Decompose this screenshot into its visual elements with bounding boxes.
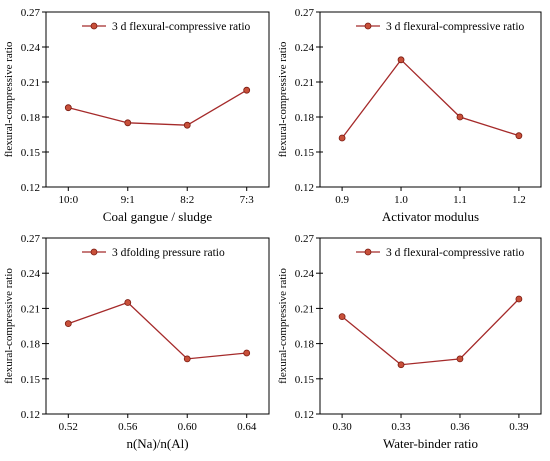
y-tick-label: 0.18 xyxy=(295,339,315,351)
x-tick-label: 9:1 xyxy=(121,194,135,206)
y-axis-label: flexural-compressive ratio xyxy=(277,268,289,384)
y-tick-label: 0.27 xyxy=(21,7,41,19)
data-point xyxy=(183,121,191,129)
plot-frame xyxy=(319,11,542,188)
y-tick-label: 0.15 xyxy=(21,147,41,159)
data-point xyxy=(338,313,346,321)
x-tick-label: 1.2 xyxy=(512,194,526,206)
y-tick-label: 0.12 xyxy=(295,409,314,421)
series-line xyxy=(341,298,520,366)
y-tick-label: 0.24 xyxy=(295,42,315,54)
plot-frame xyxy=(45,237,270,415)
legend-label: 3 d flexural-compressive ratio xyxy=(386,21,525,33)
y-tick-label: 0.27 xyxy=(295,233,315,245)
series-line xyxy=(68,89,248,126)
legend-label: 3 dfolding pressure ratio xyxy=(112,247,225,259)
data-point xyxy=(397,361,405,369)
data-point xyxy=(338,134,346,142)
x-tick-label: 0.56 xyxy=(118,421,138,433)
y-tick-label: 0.21 xyxy=(21,77,40,89)
data-point xyxy=(183,355,191,363)
plot-frame xyxy=(45,11,270,188)
data-point xyxy=(124,119,132,127)
chart-panel-water-binder: 0.12 0.15 0.18 0.21 0.24 0.27 0.30 0.33 0.36 0.39… xyxy=(277,233,542,451)
y-axis-label: flexural-compressive ratio xyxy=(3,41,15,157)
y-tick-label: 0.12 xyxy=(295,182,314,194)
chart-panel-na-al-ratio: 0.12 0.15 0.18 0.21 0.24 0.27 0.52 0.56 0.60 0.64… xyxy=(3,233,270,451)
y-tick-label: 0.24 xyxy=(295,268,315,280)
y-tick-label: 0.12 xyxy=(21,182,40,194)
data-point xyxy=(456,113,464,121)
x-tick-label: 0.52 xyxy=(59,421,78,433)
x-tick-label: 8:2 xyxy=(180,194,194,206)
data-point xyxy=(243,86,251,94)
data-point xyxy=(515,132,523,140)
y-tick-label: 0.21 xyxy=(295,77,314,89)
series-line xyxy=(68,301,247,360)
chart-panel-coal-gangue: 0.12 0.15 0.18 0.21 0.24 0.27 10:0 9:1 8:2 7:3 Coa… xyxy=(3,7,270,224)
y-tick-label: 0.27 xyxy=(21,233,41,245)
x-tick-label: 10:0 xyxy=(59,194,79,206)
y-tick-label: 0.15 xyxy=(295,374,315,386)
data-point xyxy=(124,299,132,306)
data-point xyxy=(64,320,72,328)
x-axis-label: n(Na)/n(Al) xyxy=(126,436,188,451)
y-tick-label: 0.18 xyxy=(21,339,41,351)
y-tick-label: 0.27 xyxy=(295,7,315,19)
y-tick-label: 0.18 xyxy=(295,112,315,124)
y-tick-label: 0.15 xyxy=(295,147,315,159)
x-tick-label: 0.30 xyxy=(332,421,352,433)
legend-marker xyxy=(364,22,372,30)
data-point xyxy=(64,104,72,112)
x-tick-label: 0.60 xyxy=(178,421,198,433)
y-axis-label: flexural-compressive ratio xyxy=(3,268,15,384)
data-point xyxy=(243,349,251,357)
data-point xyxy=(515,295,523,303)
y-tick-label: 0.21 xyxy=(21,303,40,315)
legend-marker xyxy=(90,22,98,30)
data-point xyxy=(397,56,405,64)
y-tick-label: 0.15 xyxy=(21,374,41,386)
chart-panel-activator-modulus: 0.12 0.15 0.18 0.21 0.24 0.27 0.9 1.0 1.1 1.2 Acti… xyxy=(277,7,542,224)
y-tick-label: 0.24 xyxy=(21,268,41,280)
legend-marker xyxy=(364,248,372,256)
x-tick-label: 0.64 xyxy=(237,421,257,433)
x-tick-label: 7:3 xyxy=(240,194,255,206)
x-tick-label: 0.36 xyxy=(450,421,470,433)
series-line xyxy=(341,58,520,139)
y-axis-label: flexural-compressive ratio xyxy=(277,41,289,157)
legend-label: 3 d flexural-compressive ratio xyxy=(386,247,525,259)
y-tick-label: 0.18 xyxy=(21,112,41,124)
plot-frame xyxy=(319,237,542,415)
y-tick-label: 0.24 xyxy=(21,42,41,54)
x-tick-label: 1.1 xyxy=(453,194,467,206)
x-tick-label: 0.33 xyxy=(391,421,411,433)
x-tick-label: 0.9 xyxy=(335,194,349,206)
data-point xyxy=(456,355,464,363)
x-tick-label: 0.39 xyxy=(509,421,529,433)
legend-label: 3 d flexural-compressive ratio xyxy=(112,21,251,33)
x-tick-label: 1.0 xyxy=(394,194,408,206)
y-tick-label: 0.21 xyxy=(295,303,314,315)
y-tick-label: 0.12 xyxy=(21,409,40,421)
x-axis-label: Coal gangue / sludge xyxy=(103,209,213,224)
x-axis-label: Activator modulus xyxy=(382,209,479,224)
legend-marker xyxy=(90,248,98,256)
x-axis-label: Water-binder ratio xyxy=(383,436,478,451)
